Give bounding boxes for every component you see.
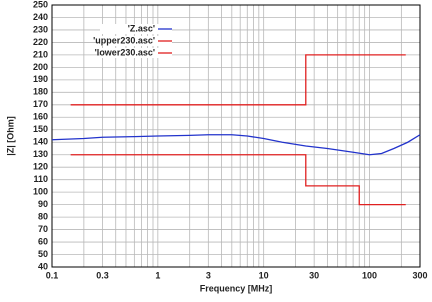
y-tick-label: 80 [38,211,48,221]
y-tick-label: 110 [33,174,48,184]
y-tick-label: 160 [33,112,48,122]
y-tick-label: 240 [33,12,48,22]
y-tick-label: 70 [38,224,48,234]
y-tick-label: 210 [33,49,48,59]
y-tick-label: 200 [33,62,48,72]
y-tick-label: 40 [38,261,48,271]
x-tick-label: 10 [259,270,269,280]
legend-label: 'upper230.asc' [93,35,155,45]
legend-label: 'lower230.asc' [95,47,155,57]
x-axis-label: Frequency [MHz] [200,283,273,293]
series-line [51,134,421,156]
y-tick-label: 120 [33,162,48,172]
plot-frame [51,4,421,268]
y-tick-label: 190 [33,74,48,84]
y-tick-label: 130 [33,149,48,159]
x-tick-label: 300 [412,270,427,280]
y-tick-label: 250 [33,0,48,9]
y-tick-label: 140 [33,137,48,147]
y-tick-label: 90 [38,199,48,209]
x-tick-label: 3 [206,270,211,280]
x-tick-label: 0.1 [46,270,59,280]
y-axis-label: |Z| [Ohm] [5,116,15,156]
y-tick-label: 100 [33,187,48,197]
x-tick-label: 100 [362,270,377,280]
x-tick-label: 0.3 [96,270,109,280]
legend-bg [100,36,172,46]
y-tick-label: 230 [33,24,48,34]
series-line [70,154,406,206]
legend-label: 'Z.asc' [128,23,155,33]
y-tick-label: 170 [33,99,48,109]
x-tick-label: 30 [309,270,319,280]
x-tick-label: 1 [155,270,160,280]
y-tick-label: 220 [33,37,48,47]
y-tick-label: 50 [38,249,48,259]
y-tick-label: 60 [38,236,48,246]
y-tick-label: 180 [33,87,48,97]
y-tick-label: 150 [33,124,48,134]
series-line [70,54,406,106]
legend-bg [100,24,172,34]
legend-bg [100,48,172,58]
